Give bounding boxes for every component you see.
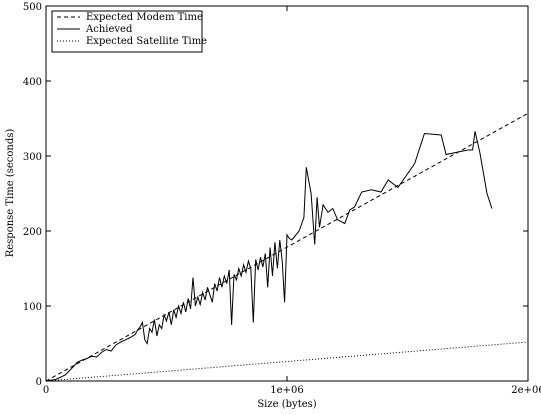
series-layer [45, 112, 529, 382]
legend-box [51, 10, 203, 53]
y-tick-label: 100 [23, 302, 42, 313]
legend-label: Expected Modem Time [86, 12, 203, 23]
x-tick-label: 2e+06 [511, 385, 541, 396]
legend-label: Expected Satellite Time [86, 36, 207, 47]
axis-ticks: 0 1e+06 2e+06 0 100 200 300 400 500 [23, 2, 541, 396]
series-line-achieved [45, 131, 493, 382]
y-tick-label: 400 [23, 77, 42, 88]
legend-label: Achieved [85, 24, 133, 35]
x-axis-label: Size (bytes) [257, 399, 316, 410]
y-tick-label: 500 [23, 2, 42, 13]
plot-area-frame [45, 5, 529, 382]
x-tick-label: 0 [43, 385, 49, 396]
series-line-expected-satellite-time [45, 341, 529, 382]
y-tick-label: 0 [36, 377, 42, 388]
y-tick-label: 200 [23, 227, 42, 238]
y-tick-label: 300 [23, 152, 42, 163]
y-axis-label: Response Time (seconds) [5, 129, 16, 258]
x-tick-label: 1e+06 [270, 385, 303, 396]
